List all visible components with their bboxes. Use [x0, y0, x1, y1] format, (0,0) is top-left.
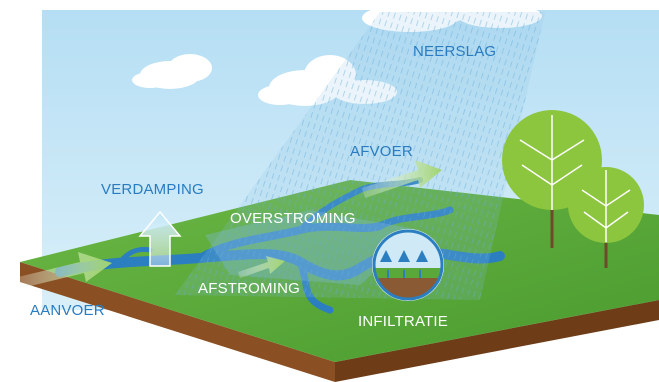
afstroming-arrow [238, 256, 285, 278]
cloud-icon [132, 54, 212, 89]
rain-streaks-icon [175, 12, 545, 300]
infiltratie-label: INFILTRATIE [358, 313, 448, 330]
overstroming-label: OVERSTROMING [230, 210, 356, 227]
aanvoer-arrow [14, 252, 112, 289]
afstroming-label: AFSTROMING [198, 280, 300, 297]
afvoer-label: AFVOER [350, 143, 413, 160]
aanvoer-label: AANVOER [30, 302, 105, 319]
tree-icon [568, 167, 644, 268]
infiltration-badge-icon [372, 229, 444, 301]
afvoer-arrow [362, 160, 442, 198]
rain-haze [175, 12, 545, 300]
soil-side-right [335, 300, 659, 382]
verdamping-arrow [138, 210, 182, 267]
verdamping-label: VERDAMPING [101, 181, 204, 198]
soil-side-left [20, 262, 335, 382]
neerslag-label: NEERSLAG [413, 43, 497, 60]
